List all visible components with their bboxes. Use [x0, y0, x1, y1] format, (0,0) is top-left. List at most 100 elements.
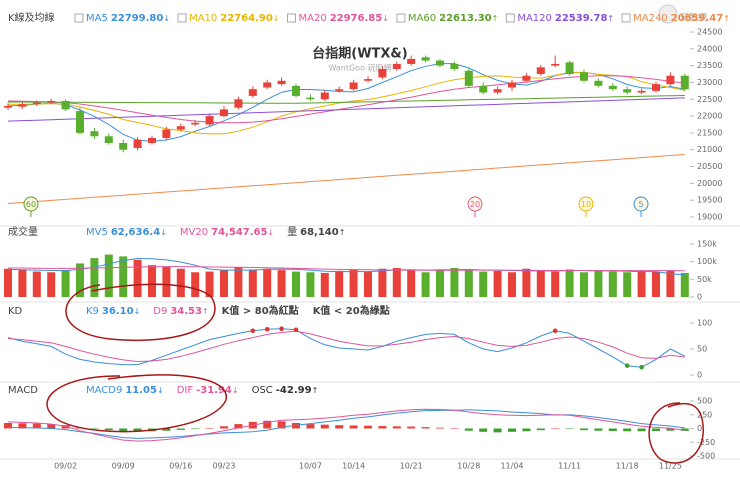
candle-body [392, 63, 401, 69]
candle-body [479, 85, 488, 93]
osc-bar [18, 423, 27, 429]
y-tick-label: 0 [697, 424, 702, 433]
candle-body [551, 63, 560, 66]
volume-bar [176, 268, 185, 297]
x-tick-label: 10/21 [400, 462, 423, 471]
volume-ma-line [8, 266, 685, 272]
legend-item: D9 34.53↑ [153, 306, 208, 317]
x-tick-label: 11/04 [500, 462, 523, 471]
volume-bar [191, 272, 200, 297]
legend-name: MA60 [408, 13, 436, 24]
osc-bar [623, 428, 632, 432]
candle-body [119, 143, 128, 150]
legend-item: MV5 62,636.4↓ [86, 227, 167, 238]
y-tick-label: 20000 [697, 179, 722, 188]
legend-name: D9 [153, 306, 167, 317]
kd-note: K值 < 20為綠點 [313, 304, 390, 317]
kd-dot [624, 363, 630, 368]
legend-item: 量 68,140↑ [287, 226, 345, 238]
x-tick-label: 09/09 [112, 462, 135, 471]
osc-bar [335, 425, 344, 429]
macd-line [7, 409, 685, 439]
osc-bar [594, 428, 603, 431]
candle-body [205, 116, 214, 125]
osc-bar [378, 426, 387, 429]
osc-bar [680, 428, 689, 431]
candle-body [407, 58, 416, 64]
volume-bar [551, 271, 560, 297]
candle-body [162, 129, 171, 138]
legend-trend: ↓ [163, 14, 170, 23]
candle-body [652, 84, 660, 91]
osc-bar [551, 428, 560, 429]
osc-bar [234, 424, 243, 429]
candle-body [4, 106, 12, 108]
panel-label: K線及均線 [8, 11, 55, 24]
panel-label: MACD [8, 385, 38, 396]
legend-trend: ↓ [157, 386, 164, 395]
y-tick-label: 22500 [697, 95, 722, 104]
candle-body [104, 136, 113, 143]
volume-bar [522, 268, 531, 297]
legend-value: 22799.80 [111, 13, 164, 24]
y-tick-label: 23000 [697, 78, 722, 87]
volume-bar [248, 269, 257, 297]
y-tick-label: 24000 [697, 44, 722, 53]
hand-drawn-circles [46, 283, 704, 464]
legend-trend: ↓ [382, 14, 389, 23]
kd-dot [279, 326, 284, 332]
legend-checkbox [286, 13, 296, 23]
candle-body [191, 122, 200, 125]
osc-bar [32, 423, 41, 429]
y-tick-label: 24500 [697, 28, 722, 37]
volume-bar [104, 254, 113, 297]
volume-bar [436, 269, 444, 297]
y-tick-label: -250 [697, 438, 715, 447]
circle-mark [648, 402, 704, 464]
osc-bar [292, 423, 300, 429]
y-tick-label: 100 [697, 319, 712, 328]
osc-bar [421, 427, 430, 429]
y-tick-label: 21500 [697, 128, 722, 137]
volume-bar [277, 270, 286, 297]
legend-item: K9 36.10↓ [86, 306, 140, 317]
candle-body [623, 89, 632, 93]
legend-item: MA10 22764.90↓ [189, 13, 279, 24]
candle-body [680, 75, 689, 90]
panel-label: KD [8, 306, 23, 317]
osc-bar [119, 428, 128, 431]
candle-body [421, 57, 430, 61]
kd-dot [264, 326, 270, 332]
kd-dot [250, 328, 256, 334]
kd-dot [552, 328, 558, 334]
candle-body [248, 89, 257, 96]
osc-bar [220, 426, 228, 429]
volume-bar [565, 269, 574, 297]
candle-body [464, 70, 473, 86]
logo: 玩股網 [680, 12, 707, 24]
legend-name: K9 [86, 306, 99, 317]
candle-body [378, 69, 387, 78]
y-tick-label: 22000 [697, 112, 722, 121]
legend-name: MV5 [86, 227, 108, 238]
volume-bar [450, 268, 459, 297]
volume-bar [4, 268, 12, 297]
volume-bar [666, 270, 675, 297]
kd-note: K值 > 80為紅點 [222, 304, 299, 317]
volume-bar [162, 266, 171, 297]
legend-value: 11.05 [125, 385, 157, 396]
legend-name: MV20 [180, 227, 208, 238]
osc-bar [133, 428, 142, 432]
candle-body [18, 104, 27, 107]
volume-bar [608, 271, 617, 297]
legend-item: MA5 22799.80↓ [86, 13, 170, 24]
candle-body [335, 89, 344, 91]
legend-name: MA5 [86, 13, 108, 24]
legend-checkbox [621, 13, 631, 23]
volume-bar [536, 270, 545, 297]
volume-bar [133, 259, 142, 297]
ma-line [7, 153, 685, 204]
y-tick-label: 0 [697, 371, 702, 380]
volume-bar [680, 272, 689, 297]
legend-name: MA120 [517, 13, 552, 24]
